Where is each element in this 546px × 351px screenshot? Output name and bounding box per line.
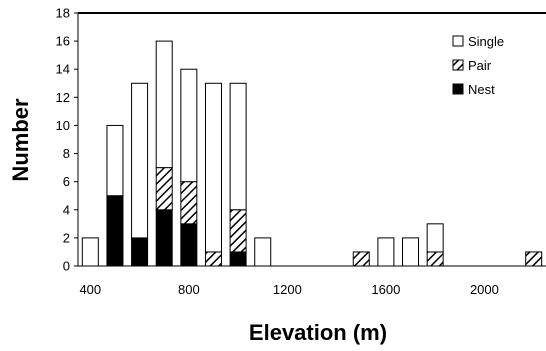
x-axis-title: Elevation (m) [249, 320, 387, 345]
y-tick-label: 10 [56, 118, 70, 133]
bar-single-1700 [402, 237, 420, 267]
bar-single-1100 [254, 237, 272, 267]
bars-layer [81, 40, 543, 267]
bar-pair-2200 [525, 251, 543, 267]
legend-swatch-pair [452, 59, 464, 71]
y-tick-label: 4 [63, 202, 70, 217]
bar-single-700 [155, 40, 173, 169]
bar-pair-800 [180, 181, 198, 225]
bar-nest-1000 [229, 251, 247, 267]
bar-nest-800 [180, 223, 198, 267]
x-tick-label: 400 [79, 282, 101, 297]
x-tick-label: 1200 [273, 282, 302, 297]
legend-label-pair: Pair [468, 58, 492, 73]
y-tick-label: 8 [63, 146, 70, 161]
y-axis-title: Number [8, 98, 33, 182]
bar-pair-700 [155, 167, 173, 211]
legend: Single Pair Nest [452, 34, 504, 97]
legend-label-single: Single [468, 34, 504, 49]
bar-nest-700 [155, 209, 173, 267]
bar-single-800 [180, 68, 198, 183]
bar-single-600 [131, 82, 149, 239]
bar-nest-600 [131, 237, 149, 267]
bar-pair-900 [204, 251, 222, 267]
bar-single-900 [204, 82, 222, 253]
bar-single-500 [106, 124, 124, 197]
legend-swatch-single [452, 35, 464, 47]
legend-swatch-nest [452, 83, 464, 95]
y-tick-label: 2 [63, 230, 70, 245]
y-tick-label: 6 [63, 174, 70, 189]
bar-pair-1500 [352, 251, 370, 267]
bar-pair-1000 [229, 209, 247, 253]
x-tick-label: 2000 [470, 282, 499, 297]
y-tick-label: 0 [63, 259, 70, 274]
bar-nest-500 [106, 195, 124, 267]
axes-layer: 0 2 4 6 8 10 12 14 16 18 400 800 1200 1600 2000 [56, 6, 546, 297]
y-tick-label: 16 [56, 34, 70, 49]
y-tick-label: 12 [56, 90, 70, 105]
bar-single-400 [81, 237, 99, 267]
bar-single-1800 [426, 223, 444, 253]
y-tick-label: 14 [56, 62, 70, 77]
bar-single-1600 [377, 237, 395, 267]
x-tick-label: 800 [178, 282, 200, 297]
legend-label-nest: Nest [468, 82, 495, 97]
bar-single-1000 [229, 82, 247, 211]
y-tick-label: 18 [56, 6, 70, 21]
bar-pair-1800 [426, 251, 444, 267]
x-tick-label: 1600 [371, 282, 400, 297]
